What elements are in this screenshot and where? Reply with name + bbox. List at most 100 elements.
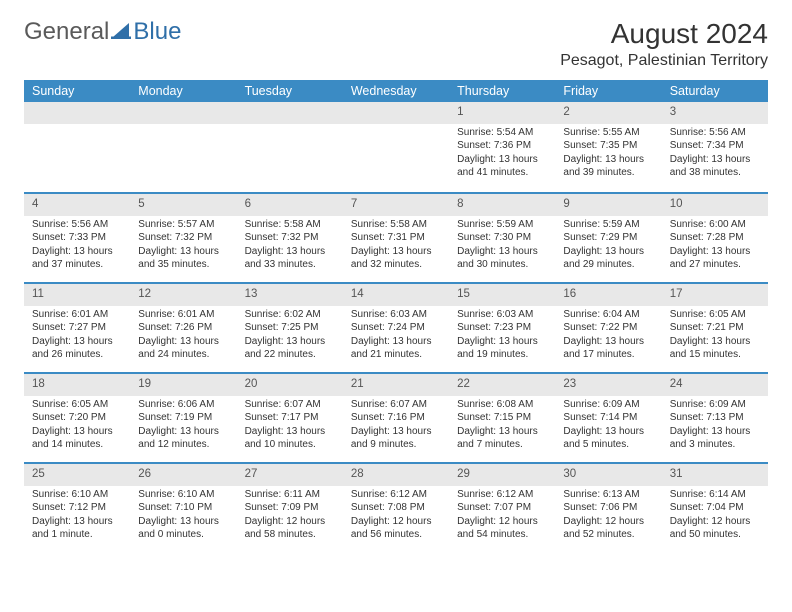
- calendar-day: 13Sunrise: 6:02 AMSunset: 7:25 PMDayligh…: [237, 282, 343, 372]
- daylight-line: Daylight: 13 hours and 12 minutes.: [138, 425, 228, 452]
- daylight-line: Daylight: 13 hours and 5 minutes.: [563, 425, 653, 452]
- sunrise-line: Sunrise: 6:09 AM: [670, 398, 760, 412]
- day-body: Sunrise: 5:54 AMSunset: 7:36 PMDaylight:…: [449, 126, 555, 184]
- calendar-day: 8Sunrise: 5:59 AMSunset: 7:30 PMDaylight…: [449, 192, 555, 282]
- header: General Blue August 2024 Pesagot, Palest…: [24, 18, 768, 70]
- daylight-line: Daylight: 13 hours and 29 minutes.: [563, 245, 653, 272]
- day-number-bar: 17: [662, 282, 768, 306]
- day-number-bar: 20: [237, 372, 343, 396]
- sunrise-line: Sunrise: 5:56 AM: [32, 218, 122, 232]
- sunrise-line: Sunrise: 5:59 AM: [457, 218, 547, 232]
- calendar-day: 14Sunrise: 6:03 AMSunset: 7:24 PMDayligh…: [343, 282, 449, 372]
- logo-sail-icon: [111, 21, 131, 39]
- sunset-line: Sunset: 7:29 PM: [563, 231, 653, 245]
- calendar-day: 1Sunrise: 5:54 AMSunset: 7:36 PMDaylight…: [449, 102, 555, 192]
- col-header: Tuesday: [237, 80, 343, 102]
- day-body: Sunrise: 5:59 AMSunset: 7:30 PMDaylight:…: [449, 218, 555, 276]
- day-number-bar: 14: [343, 282, 449, 306]
- col-header: Monday: [130, 80, 236, 102]
- month-title: August 2024: [560, 18, 768, 50]
- sunset-line: Sunset: 7:06 PM: [563, 501, 653, 515]
- day-number-bar: [130, 102, 236, 124]
- day-number-bar: 25: [24, 462, 130, 486]
- sunrise-line: Sunrise: 6:07 AM: [351, 398, 441, 412]
- sunset-line: Sunset: 7:34 PM: [670, 139, 760, 153]
- sunrise-line: Sunrise: 6:12 AM: [351, 488, 441, 502]
- day-body: Sunrise: 6:07 AMSunset: 7:17 PMDaylight:…: [237, 398, 343, 456]
- day-number-bar: [237, 102, 343, 124]
- day-body: Sunrise: 6:12 AMSunset: 7:07 PMDaylight:…: [449, 488, 555, 546]
- sunset-line: Sunset: 7:23 PM: [457, 321, 547, 335]
- daylight-line: Daylight: 13 hours and 24 minutes.: [138, 335, 228, 362]
- calendar-day: 28Sunrise: 6:12 AMSunset: 7:08 PMDayligh…: [343, 462, 449, 552]
- daylight-line: Daylight: 13 hours and 35 minutes.: [138, 245, 228, 272]
- calendar-day: 27Sunrise: 6:11 AMSunset: 7:09 PMDayligh…: [237, 462, 343, 552]
- day-body: Sunrise: 6:06 AMSunset: 7:19 PMDaylight:…: [130, 398, 236, 456]
- daylight-line: Daylight: 13 hours and 32 minutes.: [351, 245, 441, 272]
- calendar-week: 4Sunrise: 5:56 AMSunset: 7:33 PMDaylight…: [24, 192, 768, 282]
- calendar-week: 18Sunrise: 6:05 AMSunset: 7:20 PMDayligh…: [24, 372, 768, 462]
- sunrise-line: Sunrise: 6:13 AM: [563, 488, 653, 502]
- calendar-day: 9Sunrise: 5:59 AMSunset: 7:29 PMDaylight…: [555, 192, 661, 282]
- sunrise-line: Sunrise: 5:58 AM: [351, 218, 441, 232]
- logo: General Blue: [24, 18, 181, 46]
- day-number-bar: 1: [449, 102, 555, 124]
- daylight-line: Daylight: 13 hours and 0 minutes.: [138, 515, 228, 542]
- day-number-bar: 29: [449, 462, 555, 486]
- sunset-line: Sunset: 7:10 PM: [138, 501, 228, 515]
- sunset-line: Sunset: 7:35 PM: [563, 139, 653, 153]
- sunrise-line: Sunrise: 6:05 AM: [32, 398, 122, 412]
- sunset-line: Sunset: 7:17 PM: [245, 411, 335, 425]
- day-body: Sunrise: 5:55 AMSunset: 7:35 PMDaylight:…: [555, 126, 661, 184]
- sunset-line: Sunset: 7:21 PM: [670, 321, 760, 335]
- day-number-bar: [24, 102, 130, 124]
- sunset-line: Sunset: 7:31 PM: [351, 231, 441, 245]
- col-header: Saturday: [662, 80, 768, 102]
- sunset-line: Sunset: 7:25 PM: [245, 321, 335, 335]
- day-number-bar: 6: [237, 192, 343, 216]
- calendar-head: SundayMondayTuesdayWednesdayThursdayFrid…: [24, 80, 768, 102]
- sunrise-line: Sunrise: 6:10 AM: [32, 488, 122, 502]
- calendar-day: 10Sunrise: 6:00 AMSunset: 7:28 PMDayligh…: [662, 192, 768, 282]
- calendar-day: 12Sunrise: 6:01 AMSunset: 7:26 PMDayligh…: [130, 282, 236, 372]
- day-body: Sunrise: 6:08 AMSunset: 7:15 PMDaylight:…: [449, 398, 555, 456]
- daylight-line: Daylight: 13 hours and 38 minutes.: [670, 153, 760, 180]
- calendar-day: 24Sunrise: 6:09 AMSunset: 7:13 PMDayligh…: [662, 372, 768, 462]
- daylight-line: Daylight: 13 hours and 21 minutes.: [351, 335, 441, 362]
- sunrise-line: Sunrise: 5:55 AM: [563, 126, 653, 140]
- day-body: Sunrise: 6:09 AMSunset: 7:13 PMDaylight:…: [662, 398, 768, 456]
- sunset-line: Sunset: 7:14 PM: [563, 411, 653, 425]
- sunrise-line: Sunrise: 5:54 AM: [457, 126, 547, 140]
- day-body: Sunrise: 6:11 AMSunset: 7:09 PMDaylight:…: [237, 488, 343, 546]
- sunset-line: Sunset: 7:09 PM: [245, 501, 335, 515]
- sunset-line: Sunset: 7:08 PM: [351, 501, 441, 515]
- sunrise-line: Sunrise: 5:59 AM: [563, 218, 653, 232]
- calendar-week: 11Sunrise: 6:01 AMSunset: 7:27 PMDayligh…: [24, 282, 768, 372]
- day-number-bar: 23: [555, 372, 661, 396]
- col-header: Sunday: [24, 80, 130, 102]
- calendar-day: 31Sunrise: 6:14 AMSunset: 7:04 PMDayligh…: [662, 462, 768, 552]
- day-number-bar: 31: [662, 462, 768, 486]
- sunrise-line: Sunrise: 6:14 AM: [670, 488, 760, 502]
- day-body: Sunrise: 6:14 AMSunset: 7:04 PMDaylight:…: [662, 488, 768, 546]
- day-body: Sunrise: 5:57 AMSunset: 7:32 PMDaylight:…: [130, 218, 236, 276]
- daylight-line: Daylight: 13 hours and 39 minutes.: [563, 153, 653, 180]
- sunrise-line: Sunrise: 6:12 AM: [457, 488, 547, 502]
- daylight-line: Daylight: 13 hours and 22 minutes.: [245, 335, 335, 362]
- daylight-line: Daylight: 12 hours and 50 minutes.: [670, 515, 760, 542]
- day-body: Sunrise: 6:07 AMSunset: 7:16 PMDaylight:…: [343, 398, 449, 456]
- day-body: Sunrise: 5:56 AMSunset: 7:34 PMDaylight:…: [662, 126, 768, 184]
- day-body: Sunrise: 6:13 AMSunset: 7:06 PMDaylight:…: [555, 488, 661, 546]
- daylight-line: Daylight: 13 hours and 9 minutes.: [351, 425, 441, 452]
- sunrise-line: Sunrise: 6:11 AM: [245, 488, 335, 502]
- sunset-line: Sunset: 7:19 PM: [138, 411, 228, 425]
- sunrise-line: Sunrise: 6:05 AM: [670, 308, 760, 322]
- sunrise-line: Sunrise: 5:57 AM: [138, 218, 228, 232]
- day-body: Sunrise: 6:10 AMSunset: 7:10 PMDaylight:…: [130, 488, 236, 546]
- day-number-bar: 5: [130, 192, 236, 216]
- day-body: Sunrise: 5:58 AMSunset: 7:32 PMDaylight:…: [237, 218, 343, 276]
- day-body: Sunrise: 6:03 AMSunset: 7:24 PMDaylight:…: [343, 308, 449, 366]
- day-number-bar: 15: [449, 282, 555, 306]
- sunrise-line: Sunrise: 6:03 AM: [351, 308, 441, 322]
- sunset-line: Sunset: 7:12 PM: [32, 501, 122, 515]
